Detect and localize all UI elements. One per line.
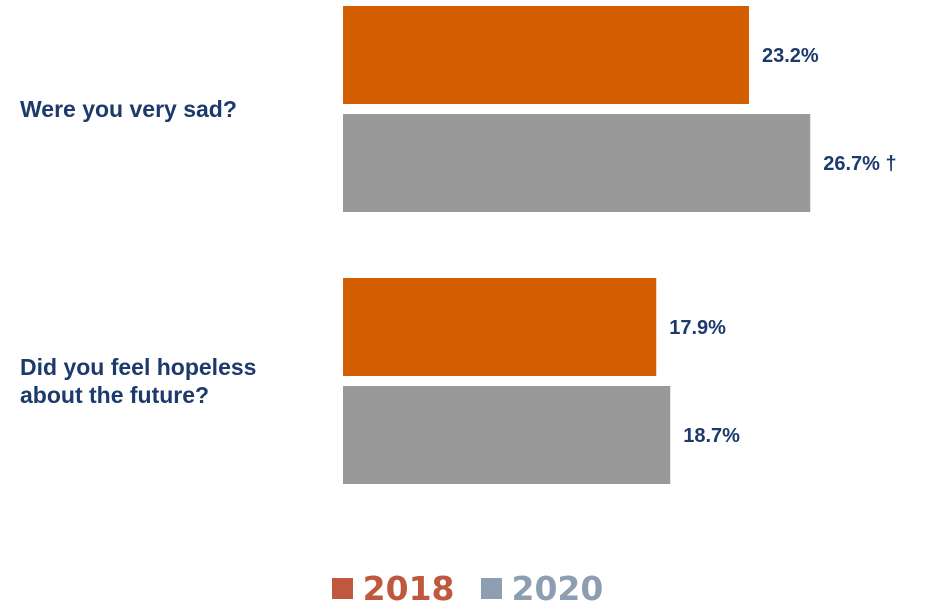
value-label: 23.2% <box>762 45 819 67</box>
category-label: Did you feel hopeless about the future? <box>20 354 256 408</box>
bar-2018 <box>343 6 749 104</box>
value-label: 17.9% <box>669 317 726 339</box>
legend-item-2018: 2018 <box>331 568 455 608</box>
bar-2020 <box>343 114 811 212</box>
category-label-line: Did you feel hopeless <box>20 354 256 380</box>
legend-label-2018: 2018 <box>362 568 455 608</box>
chart-legend: 2018 2020 <box>0 568 935 608</box>
bar-2020 <box>343 386 671 484</box>
legend-swatch-2018 <box>331 577 353 599</box>
category-label-line: Were you very sad? <box>20 96 237 122</box>
legend-swatch-2020 <box>480 577 502 599</box>
legend-label-2020: 2020 <box>511 568 604 608</box>
value-label: 26.7% † <box>823 153 896 175</box>
category-label-line: about the future? <box>20 382 209 408</box>
legend-item-2020: 2020 <box>480 568 604 608</box>
value-label: 18.7% <box>683 425 740 447</box>
bar-2018 <box>343 278 657 376</box>
category-label: Were you very sad? <box>20 96 237 122</box>
